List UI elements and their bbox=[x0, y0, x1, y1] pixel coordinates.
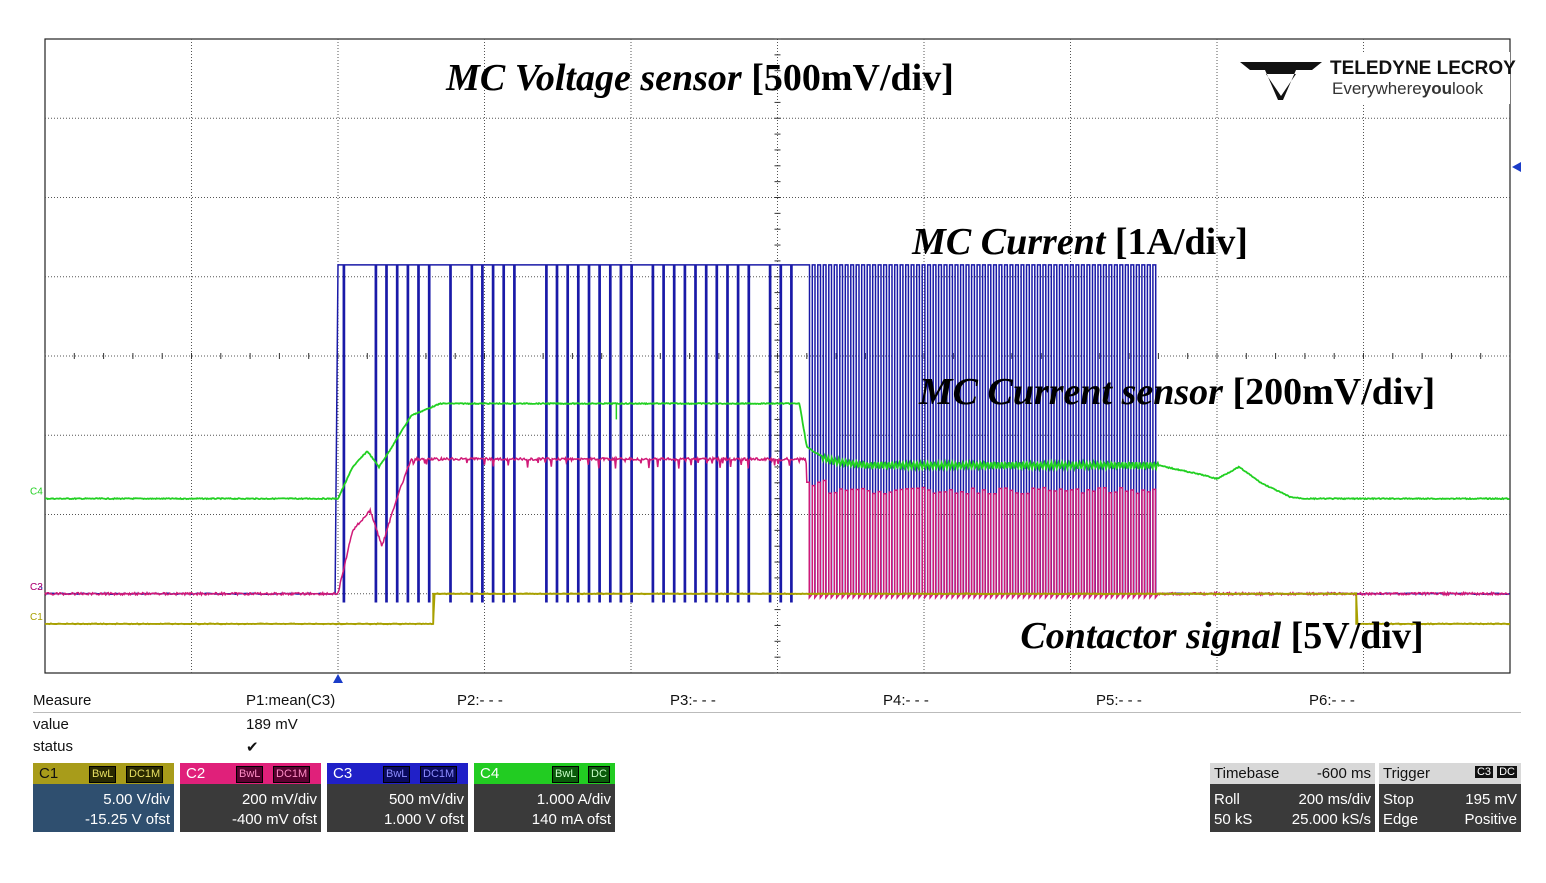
logo-emblem-icon bbox=[1240, 62, 1322, 100]
channel-c4-offset: 140 mA ofst bbox=[531, 811, 611, 828]
trigger-title: Trigger bbox=[1383, 765, 1430, 782]
annotation-contactor-italic: Contactor signal bbox=[1020, 615, 1281, 657]
series-c4-line bbox=[45, 401, 1510, 501]
channel-c2-bw-tag: BwL bbox=[236, 766, 264, 783]
channel-c1-coupling-tag: DC1M bbox=[126, 766, 164, 783]
brand-name: TELEDYNE LECROY bbox=[1330, 58, 1516, 79]
trigger-position-icon bbox=[333, 674, 343, 683]
channel-c2-coupling-tag: DC1M bbox=[273, 766, 311, 783]
timebase-mode: Roll bbox=[1214, 791, 1240, 808]
measure-label: Measure bbox=[33, 692, 92, 709]
channel-c4-name: C4 bbox=[480, 765, 500, 782]
channel-marker-c3: C3 bbox=[30, 582, 43, 593]
svg-text:MC Current sensor [200mV: MC Current sensor [200mV/div] bbox=[918, 371, 1435, 413]
annotation-current-sensor: MC Current sensor [200mV/div] bbox=[918, 371, 1435, 413]
channel-c4-bw-tag: BwL bbox=[552, 766, 580, 783]
channel-c1-bw-tag: BwL bbox=[89, 766, 117, 783]
p1-value: 189 mV bbox=[246, 716, 298, 733]
trigger-slope: Positive bbox=[1464, 811, 1517, 828]
trigger-coupling: DC bbox=[1497, 766, 1517, 778]
annotation-voltage: MC Voltage sensor [500mV/div] bbox=[445, 57, 954, 99]
channel-c3-offset: 1.000 V ofst bbox=[383, 811, 464, 828]
timebase-samples: 50 kS bbox=[1214, 811, 1253, 828]
annotation-current: MC Current [1A/div] bbox=[911, 221, 1248, 263]
trigger-level-icon bbox=[1512, 162, 1521, 172]
trigger-state: Stop bbox=[1383, 791, 1414, 808]
teledyne-lecroy-logo: TELEDYNE LECROY Everywhereyoulook bbox=[1236, 52, 1516, 104]
timebase-rate: 25.000 kS/s bbox=[1291, 811, 1371, 828]
channel-c1-name: C1 bbox=[39, 765, 59, 782]
timebase-delay: -600 ms bbox=[1316, 765, 1371, 782]
measure-panel: Measure P1:mean(C3) P2:- - - P3:- - - P4… bbox=[33, 692, 1521, 760]
annotation-current-sensor-scale: [200mV/div] bbox=[1232, 371, 1435, 413]
channel-c3-name: C3 bbox=[333, 765, 353, 782]
channel-c2-offset: -400 mV ofst bbox=[231, 811, 317, 828]
channel-marker-c2: C2 bbox=[30, 582, 43, 593]
annotation-current-italic: MC Current bbox=[911, 221, 1107, 263]
p1-status-check-icon: ✔ bbox=[246, 739, 259, 756]
annotation-voltage-italic: MC Voltage sensor bbox=[445, 57, 743, 99]
channel-c3-coupling-tag: DC1M bbox=[420, 766, 458, 783]
svg-text:Everywhereyoulook: Everywhereyoulook bbox=[1332, 79, 1484, 98]
trigger-level: 195 mV bbox=[1465, 791, 1517, 808]
channel-c3-box[interactable]: C3 BwL DC1M 500 mV/div 1.000 V ofst bbox=[327, 763, 468, 832]
status-label: status bbox=[33, 738, 74, 755]
param-p3[interactable]: P3:- - - bbox=[670, 692, 716, 709]
trigger-type: Edge bbox=[1383, 811, 1419, 828]
param-p2[interactable]: P2:- - - bbox=[457, 692, 503, 709]
timebase-box[interactable]: Timebase -600 ms Roll 200 ms/div 50 kS 2… bbox=[1210, 763, 1375, 832]
annotation-contactor: Contactor signal [5V/div] bbox=[1020, 615, 1423, 657]
param-p6[interactable]: P6:- - - bbox=[1309, 692, 1355, 709]
param-p5[interactable]: P5:- - - bbox=[1096, 692, 1142, 709]
channel-c2-vdiv: 200 mV/div bbox=[241, 791, 317, 808]
channel-c2-name: C2 bbox=[186, 765, 206, 782]
channel-c4-box[interactable]: C4 BwL DC 1.000 A/div 140 mA ofst bbox=[474, 763, 615, 832]
timebase-title: Timebase bbox=[1214, 765, 1280, 782]
channel-c2-box[interactable]: C2 BwL DC1M 200 mV/div -400 mV ofst bbox=[180, 763, 321, 832]
timebase-tdiv: 200 ms/div bbox=[1298, 791, 1371, 808]
param-p4[interactable]: P4:- - - bbox=[883, 692, 929, 709]
channel-c3-vdiv: 500 mV/div bbox=[388, 791, 464, 808]
trigger-source: C3 bbox=[1474, 766, 1493, 778]
channel-c1-box[interactable]: C1 BwL DC1M 5.00 V/div -15.25 V ofst bbox=[33, 763, 174, 832]
annotation-current-scale: [1A/div] bbox=[1115, 221, 1248, 263]
svg-text:Contactor signal [5V/div: Contactor signal [5V/div] bbox=[1020, 615, 1423, 657]
series-c1-line bbox=[44, 592, 1511, 626]
annotation-voltage-scale: [500mV/div] bbox=[751, 57, 954, 99]
channel-marker-c4: C4 bbox=[30, 487, 43, 498]
channel-c3-bw-tag: BwL bbox=[383, 766, 411, 783]
svg-text:MC Voltage sensor [500mV: MC Voltage sensor [500mV/div] bbox=[445, 57, 954, 99]
channel-markers: C3 C4 C2 C1 bbox=[30, 487, 43, 623]
waveforms bbox=[44, 264, 1511, 626]
channel-marker-c1: C1 bbox=[30, 612, 43, 623]
param-p1[interactable]: P1:mean(C3) bbox=[246, 692, 336, 709]
svg-text:MC Current [1A/div]: MC Current [1A/div] bbox=[911, 221, 1248, 263]
trigger-box[interactable]: Trigger C3 DC Stop 195 mV Edge Positive bbox=[1379, 763, 1521, 832]
annotation-current-sensor-italic: MC Current sensor bbox=[918, 371, 1224, 413]
annotation-contactor-scale: [5V/div] bbox=[1291, 615, 1424, 657]
channel-c1-offset: -15.25 V ofst bbox=[84, 811, 170, 828]
value-label: value bbox=[33, 716, 69, 733]
channel-c4-vdiv: 1.000 A/div bbox=[536, 791, 611, 808]
channel-c1-vdiv: 5.00 V/div bbox=[103, 791, 170, 808]
channel-c4-coupling-tag: DC bbox=[588, 766, 610, 783]
